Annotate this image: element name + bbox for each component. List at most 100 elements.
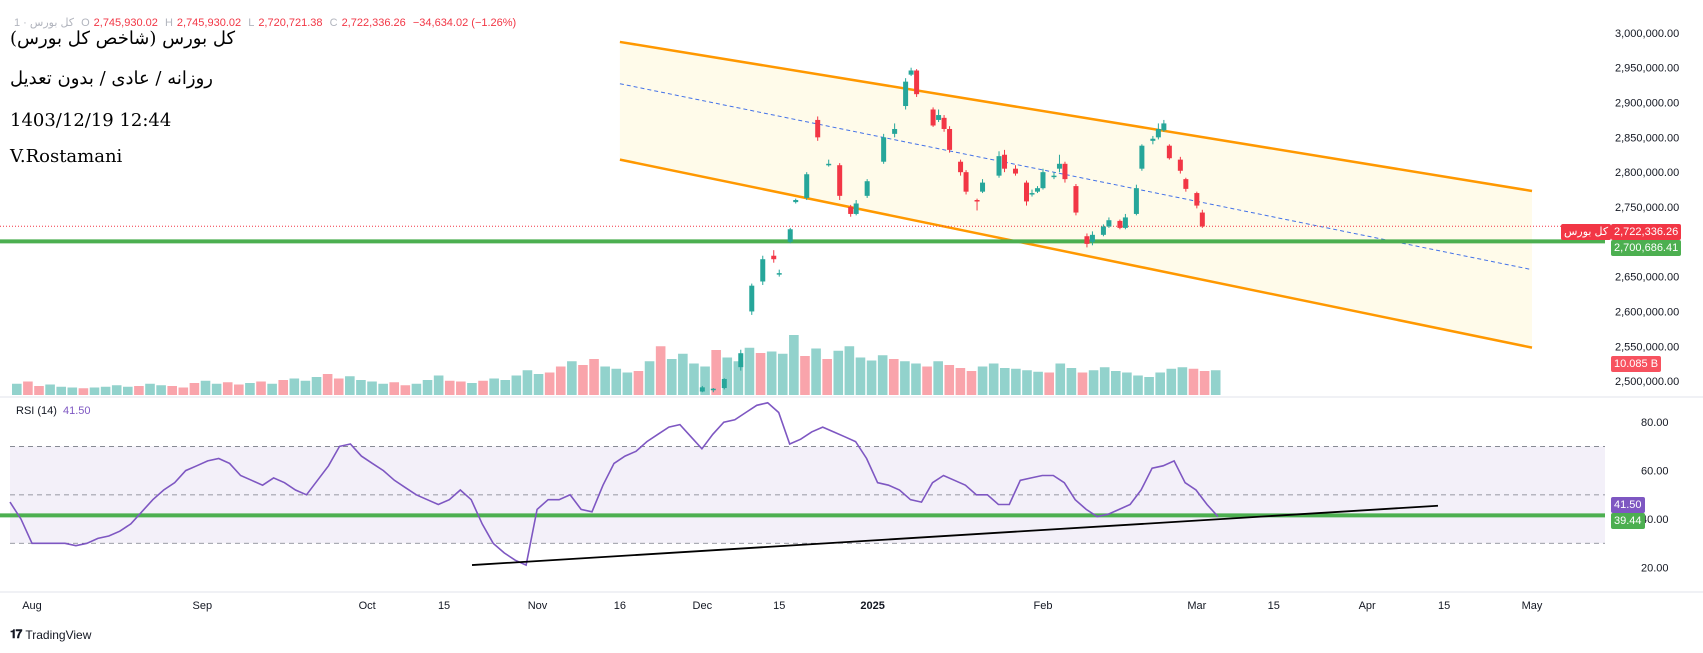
volume-bar xyxy=(1166,368,1177,395)
price-tick-label: 2,650,000.00 xyxy=(1615,272,1679,284)
candle-body xyxy=(760,259,766,282)
volume-tag: 10.085 B xyxy=(1611,356,1662,372)
time-tick-label: Apr xyxy=(1359,600,1376,612)
volume-bar xyxy=(111,385,122,395)
branding-name: TradingView xyxy=(25,627,92,642)
rsi-legend[interactable]: RSI (14) 41.50 xyxy=(16,405,91,417)
volume-bar xyxy=(34,386,44,395)
rsi-pane xyxy=(0,401,1605,567)
volume-bar xyxy=(644,361,655,395)
chart-author: V.Rostamani xyxy=(10,146,123,167)
candle-body xyxy=(963,172,969,192)
volume-bar xyxy=(755,353,766,395)
volume-bar xyxy=(1144,377,1154,395)
rsi-trendline xyxy=(471,504,1439,566)
candle-body xyxy=(958,161,964,173)
volume-bar xyxy=(622,372,633,395)
volume-bar xyxy=(1177,367,1188,395)
candle-body xyxy=(826,163,832,166)
candle-body xyxy=(1089,234,1095,242)
volume-bar xyxy=(211,383,222,395)
volume-bar xyxy=(955,368,966,395)
volume-bar xyxy=(456,381,466,395)
volume-bar xyxy=(278,380,289,395)
time-tick-label: 15 xyxy=(773,600,785,612)
candle-body xyxy=(1177,159,1183,171)
volume-bar xyxy=(433,375,444,395)
volume-bar xyxy=(478,380,488,395)
open-value: 2,745,930.02 xyxy=(93,17,158,29)
symbol-tag: کل بورس xyxy=(1561,224,1612,240)
volume-bar xyxy=(888,359,899,395)
volume-bar xyxy=(356,380,366,395)
volume-bar xyxy=(411,383,422,395)
candle-body xyxy=(980,182,986,192)
chart-subtitle: روزانه / عادی / بدون تعدیل xyxy=(10,68,213,89)
volume-bar xyxy=(1055,363,1066,395)
candle-body xyxy=(1194,193,1200,206)
volume-bar xyxy=(1022,370,1032,395)
time-tick-label: Oct xyxy=(359,600,376,612)
candle-body xyxy=(1199,212,1205,227)
volume-bar xyxy=(189,383,200,395)
candle-body xyxy=(853,203,859,214)
candle-body xyxy=(892,128,898,134)
candle-body xyxy=(1023,182,1029,202)
candle-body xyxy=(1062,163,1068,180)
time-tick-label: Nov xyxy=(528,600,548,612)
candle-body xyxy=(1161,123,1167,131)
candle-body xyxy=(930,109,936,126)
low-label: L xyxy=(248,17,255,29)
rsi-band-fill xyxy=(10,446,1605,544)
volume-bar xyxy=(999,368,1010,395)
volume-bar xyxy=(933,361,943,395)
volume-bar xyxy=(45,384,55,395)
volume-bar xyxy=(1188,368,1199,395)
volume-bar xyxy=(1155,372,1165,395)
rsi-value-tag: 41.50 xyxy=(1611,497,1645,513)
branding[interactable]: 𝟏𝟕 TradingView xyxy=(10,627,91,642)
volume-bar xyxy=(966,371,977,395)
volume-bar xyxy=(267,383,277,395)
volume-bar xyxy=(1110,371,1121,395)
candle-body xyxy=(721,378,727,389)
volume-bar xyxy=(533,374,544,395)
candle-body xyxy=(749,285,755,312)
time-tick-label: Feb xyxy=(1033,600,1052,612)
volume-bar xyxy=(733,361,744,395)
volume-bar xyxy=(877,355,888,395)
volume-bar xyxy=(256,381,266,395)
price-tick-label: 2,850,000.00 xyxy=(1615,132,1679,144)
volume-bar xyxy=(578,365,588,395)
chart-title: کل بورس (شاخص کل بورس) xyxy=(10,28,236,49)
time-tick-label: Mar xyxy=(1187,600,1206,612)
volume-bar xyxy=(245,383,255,395)
price-tick-label: 2,800,000.00 xyxy=(1615,167,1679,179)
volume-bar xyxy=(722,357,733,395)
time-tick-label: Dec xyxy=(693,600,713,612)
volume-bar xyxy=(711,350,721,395)
volume-bar xyxy=(555,366,566,395)
candle-body xyxy=(776,273,782,275)
volume-bar xyxy=(467,383,477,395)
rsi-line xyxy=(9,401,1219,567)
volume-bar xyxy=(600,366,610,395)
volume-bar xyxy=(833,350,844,395)
volume-bar xyxy=(145,383,155,395)
candle-body xyxy=(1002,154,1008,169)
volume-bar xyxy=(167,386,178,395)
volume-bar xyxy=(12,383,22,395)
volume-bar xyxy=(822,359,832,395)
rsi-label: RSI (14) xyxy=(16,405,57,417)
volume-bar xyxy=(866,360,877,395)
rsi-tick-label: 60.00 xyxy=(1641,466,1669,478)
volume-bar xyxy=(544,372,555,395)
candle-body xyxy=(1166,145,1172,159)
volume-bar xyxy=(178,387,189,395)
rsi-support-tag: 39.44 xyxy=(1611,513,1645,529)
volume-bar xyxy=(89,387,100,395)
volume-bar xyxy=(1033,371,1043,395)
candle-body xyxy=(1013,168,1019,174)
volume-bar xyxy=(922,366,932,395)
